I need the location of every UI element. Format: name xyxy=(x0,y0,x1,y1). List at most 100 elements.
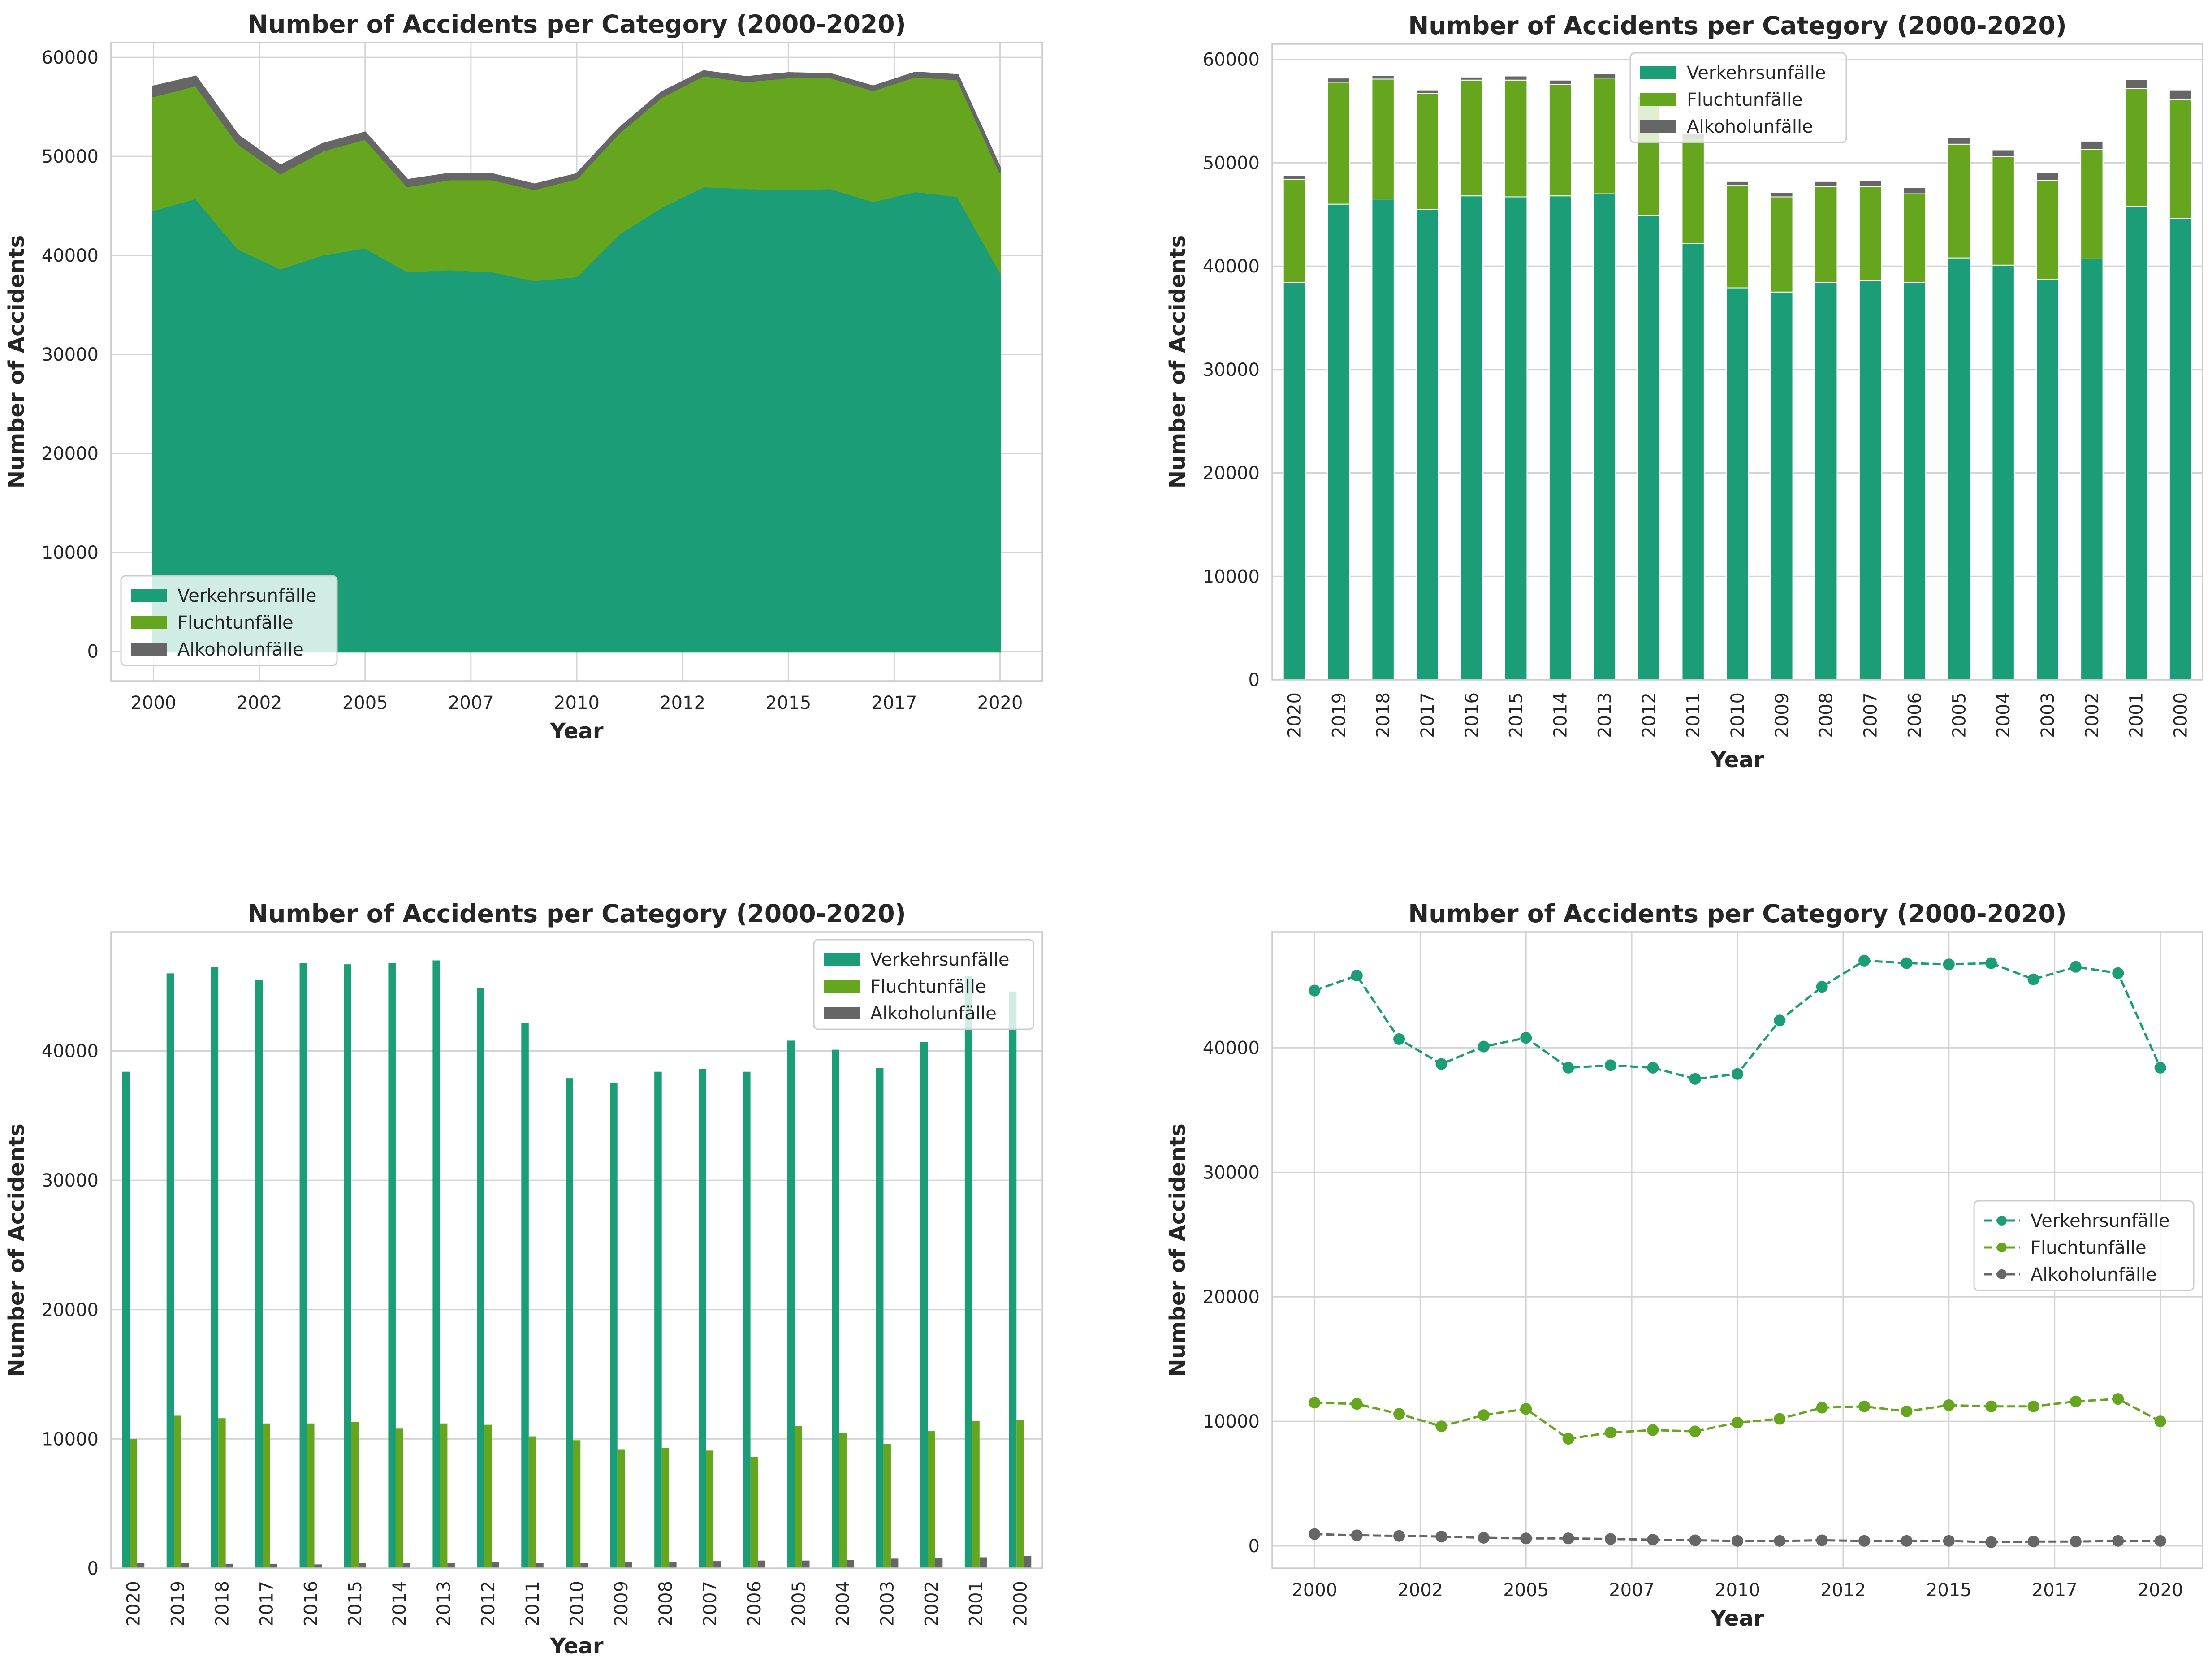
y-tick-label: 10000 xyxy=(1203,566,1260,587)
legend-label: Verkehrsunfälle xyxy=(2031,1211,2169,1231)
x-tick-label: 2014 xyxy=(1551,692,1571,738)
bar-3 xyxy=(536,1563,544,1568)
legend-frame xyxy=(1973,1200,2195,1291)
legend-label: Alkoholunfälle xyxy=(177,639,304,660)
x-axis-label: Year xyxy=(550,719,604,744)
legend-frame xyxy=(813,939,1034,1030)
data-point xyxy=(1858,1400,1871,1412)
bar-1 xyxy=(831,1049,839,1568)
bar-3 xyxy=(625,1562,632,1568)
x-tick-label: 2007 xyxy=(448,693,494,713)
bar-1 xyxy=(521,1023,529,1568)
legend-entry: Fluchtunfälle xyxy=(824,976,986,997)
bar-1 xyxy=(654,1071,662,1568)
x-tick-label: 2004 xyxy=(833,1581,854,1627)
data-point xyxy=(1435,1531,1447,1543)
bar-3 xyxy=(2080,140,2104,150)
y-axis-label: Number of Accidents xyxy=(4,235,29,488)
legend-swatch xyxy=(824,953,860,966)
bar-3 xyxy=(137,1563,145,1568)
x-tick-label: 2007 xyxy=(1861,692,1881,738)
y-tick-label: 40000 xyxy=(42,246,99,266)
bar-1 xyxy=(166,973,174,1568)
data-point xyxy=(1309,1528,1321,1540)
bar-1 xyxy=(1283,282,1306,680)
legend-entry: Verkehrsunfälle xyxy=(1640,63,1826,83)
x-tick-label: 2007 xyxy=(700,1581,721,1627)
bar-1 xyxy=(1327,203,1351,680)
bar-3 xyxy=(1770,192,1793,198)
y-tick-label: 50000 xyxy=(1203,153,1260,173)
legend-entry: Alkoholunfälle xyxy=(1984,1264,2157,1285)
bar-3 xyxy=(1815,181,1838,187)
bar-3 xyxy=(314,1564,322,1568)
data-point xyxy=(1816,981,1828,993)
bar-2 xyxy=(263,1423,270,1568)
bar-2 xyxy=(1504,79,1528,198)
bar-2 xyxy=(1858,186,1882,281)
bar-2 xyxy=(2169,99,2192,219)
bar-1 xyxy=(477,988,484,1568)
legend-entry: Fluchtunfälle xyxy=(131,613,294,633)
bar-3 xyxy=(846,1560,854,1568)
x-tick-label: 2010 xyxy=(1715,1580,1760,1601)
x-tick-label: 2005 xyxy=(342,693,388,713)
data-point xyxy=(1901,1535,1913,1547)
chart-title: Number of Accidents per Category (2000-2… xyxy=(247,10,906,39)
bar-2 xyxy=(1992,156,2015,266)
y-tick-label: 60000 xyxy=(1203,50,1260,70)
y-axis-label: Number of Accidents xyxy=(1165,1123,1190,1377)
legend-label: Verkehrsunfälle xyxy=(177,586,316,606)
x-tick-label: 2012 xyxy=(478,1581,499,1627)
bar-2 xyxy=(218,1418,226,1568)
x-tick-label: 2015 xyxy=(765,693,811,713)
x-tick-label: 2019 xyxy=(1329,692,1349,738)
legend: Verkehrsunfälle Fluchtunfälle Alkoholunfäl… xyxy=(120,575,338,666)
bar-1 xyxy=(566,1078,573,1568)
x-tick-label: 2002 xyxy=(922,1581,942,1627)
bar-1 xyxy=(1903,282,1927,680)
x-tick-label: 2000 xyxy=(131,693,177,713)
bar-1 xyxy=(1009,991,1017,1568)
data-point xyxy=(1732,1535,1743,1547)
data-point xyxy=(2027,1536,2039,1548)
x-tick-label: 2000 xyxy=(2171,692,2191,738)
bar-2 xyxy=(440,1423,448,1568)
bar-3 xyxy=(2169,89,2192,100)
x-tick-label: 2016 xyxy=(301,1581,321,1627)
bar-2 xyxy=(573,1440,581,1568)
data-point xyxy=(1604,1533,1616,1545)
x-tick-label: 2001 xyxy=(2126,692,2147,738)
bar-1 xyxy=(2169,218,2192,680)
bar-1 xyxy=(2036,279,2059,680)
bar-3 xyxy=(1416,89,1439,94)
data-point xyxy=(1985,1536,1997,1548)
bar-3 xyxy=(1548,79,1572,85)
bar-1 xyxy=(255,980,263,1568)
y-tick-label: 30000 xyxy=(42,1170,99,1191)
x-tick-label: 2009 xyxy=(611,1581,632,1627)
legend-frame xyxy=(120,575,338,666)
data-point xyxy=(1478,1040,1490,1053)
data-point xyxy=(1816,1402,1828,1414)
axes-frame xyxy=(110,931,1043,1569)
bar-2 xyxy=(1016,1420,1024,1568)
bar-1 xyxy=(1593,193,1616,680)
data-point xyxy=(1901,957,1913,969)
y-axis-label: Number of Accidents xyxy=(1165,235,1190,488)
bar-1 xyxy=(2125,206,2148,680)
legend-label: Fluchtunfälle xyxy=(2031,1238,2147,1258)
data-point xyxy=(1478,1409,1490,1421)
data-point xyxy=(2154,1535,2166,1547)
data-point xyxy=(1858,1535,1871,1547)
bar-1 xyxy=(1371,199,1395,681)
bar-2 xyxy=(351,1422,359,1568)
data-point xyxy=(1351,1398,1363,1410)
legend-label: Verkehrsunfälle xyxy=(1687,63,1826,83)
bar-1 xyxy=(1726,287,1749,680)
data-point xyxy=(1858,954,1871,967)
x-tick-label: 2013 xyxy=(434,1581,454,1627)
legend: Verkehrsunfälle Fluchtunfälle Alkoholunfäl… xyxy=(1973,1200,2195,1291)
area-series-3 xyxy=(152,70,1002,190)
y-tick-label: 10000 xyxy=(42,543,99,563)
